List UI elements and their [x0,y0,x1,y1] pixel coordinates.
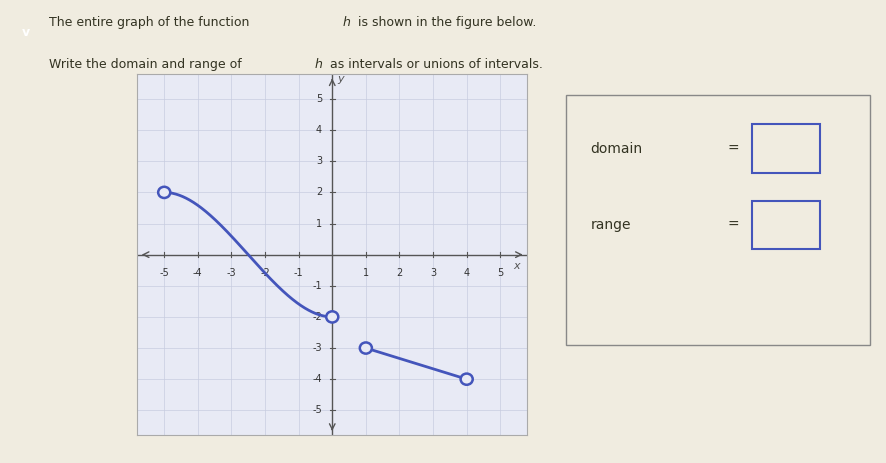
Text: 2: 2 [316,188,323,197]
Text: 1: 1 [316,219,323,229]
Circle shape [461,374,473,385]
FancyBboxPatch shape [565,95,870,344]
Text: domain: domain [590,142,642,156]
Circle shape [360,343,372,354]
FancyBboxPatch shape [751,125,820,173]
Text: 1: 1 [362,268,369,278]
Text: -1: -1 [313,281,323,291]
Text: 2: 2 [396,268,402,278]
Text: range: range [590,218,631,232]
Text: -2: -2 [260,268,270,278]
Text: 5: 5 [316,94,323,104]
Text: is shown in the figure below.: is shown in the figure below. [354,16,537,29]
Text: -3: -3 [227,268,237,278]
Text: 5: 5 [497,268,503,278]
Circle shape [159,187,170,198]
Text: x: x [514,261,520,271]
Text: =: = [727,218,739,232]
Text: -4: -4 [313,374,323,384]
Text: -5: -5 [313,405,323,415]
Text: h: h [343,16,351,29]
Text: -3: -3 [313,343,323,353]
Text: 3: 3 [430,268,436,278]
Text: Write the domain and range of: Write the domain and range of [49,58,245,71]
Text: -5: -5 [159,268,169,278]
Text: y: y [338,74,344,84]
Text: =: = [727,142,739,156]
Circle shape [326,311,338,323]
Text: -4: -4 [193,268,203,278]
Text: 4: 4 [463,268,470,278]
Text: The entire graph of the function: The entire graph of the function [49,16,253,29]
Text: h: h [315,58,323,71]
Text: v: v [21,26,30,39]
Text: -2: -2 [313,312,323,322]
Text: 4: 4 [316,125,323,135]
Text: 3: 3 [316,156,323,166]
Text: as intervals or unions of intervals.: as intervals or unions of intervals. [326,58,543,71]
Text: -1: -1 [294,268,304,278]
FancyBboxPatch shape [751,201,820,249]
